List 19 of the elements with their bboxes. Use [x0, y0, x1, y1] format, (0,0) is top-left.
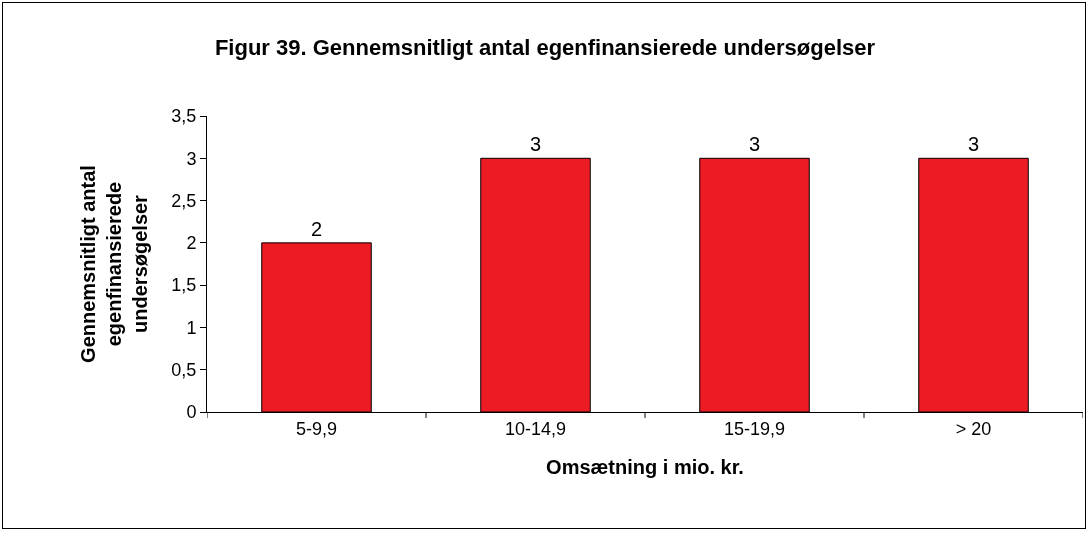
y-tick-label: 0,5 [171, 360, 197, 381]
y-tick-label: 0 [186, 402, 197, 423]
data-label: 3 [967, 133, 980, 156]
y-axis-title: Gennemsnitligt antal egenfinansierede undersøgelser [76, 165, 151, 363]
data-label: 3 [748, 133, 761, 156]
x-tick-label: 10-14,9 [504, 418, 567, 439]
y-tick-label: 1,5 [171, 275, 197, 296]
y-tick-label: 2 [186, 233, 197, 254]
y-tick-label: 2,5 [171, 190, 197, 211]
x-tick-label: > 20 [955, 418, 992, 439]
chart-title: Figur 39. Gennemsnitligt antal egenfinansierede undersøgelser [214, 35, 876, 61]
data-label: 2 [310, 217, 323, 240]
x-tick-label: 15-19,9 [723, 418, 786, 439]
x-axis-title: Omsætning i mio. kr. [546, 456, 744, 479]
x-tick-label: 5-9,9 [295, 418, 338, 439]
y-tick-label: 1 [186, 317, 197, 338]
y-tick-label: 3 [186, 148, 197, 169]
data-label: 3 [529, 133, 542, 156]
y-tick-label: 3,5 [171, 106, 197, 127]
